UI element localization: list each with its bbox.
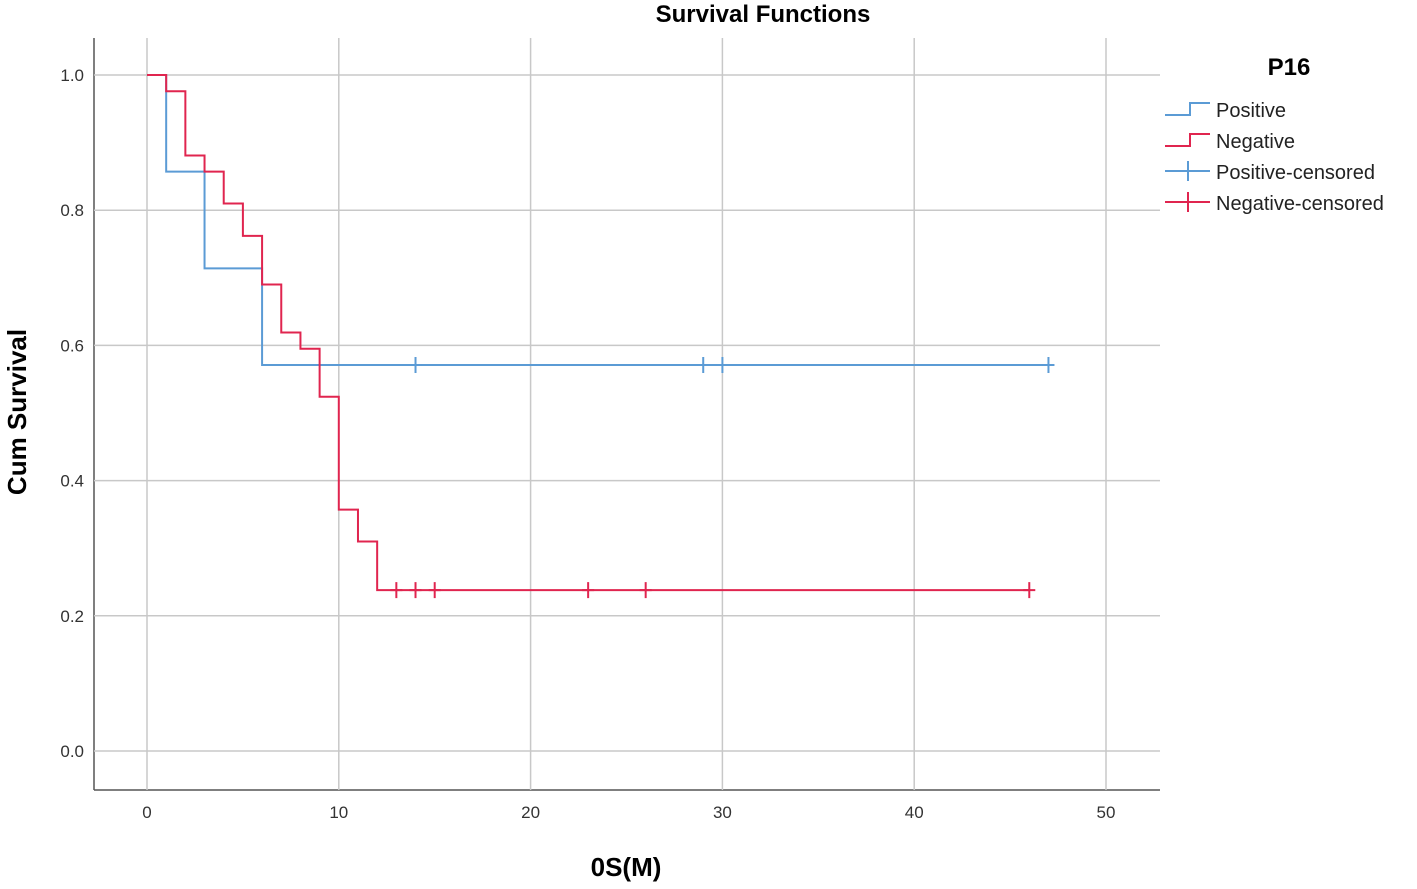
legend-title: P16 (1268, 54, 1311, 81)
legend-entry: Negative-censored (1165, 192, 1384, 215)
y-tick-label: 0.6 (60, 336, 84, 355)
x-tick-label: 50 (1097, 803, 1116, 822)
censor-mark-negative (639, 582, 652, 599)
censor-mark-negative (428, 582, 441, 599)
legend-label: Positive-censored (1216, 162, 1375, 184)
censor-mark-positive (716, 357, 729, 374)
series-line-negative (147, 74, 1030, 592)
legend: P16 Positive Negative Positive-censored Neg… (1165, 54, 1384, 215)
legend-label: Positive (1216, 100, 1286, 122)
legend-step-swatch (1165, 133, 1210, 147)
y-tick-label: 1.0 (60, 66, 84, 85)
series-lines (147, 74, 1049, 592)
censor-mark-positive (409, 357, 422, 374)
grid-lines (94, 38, 1160, 790)
x-tick-label: 30 (713, 803, 732, 822)
x-axis-ticks: 0 10 20 30 40 50 (142, 803, 1115, 822)
chart-title: Survival Functions (656, 1, 871, 28)
legend-step-swatch (1165, 102, 1210, 116)
censor-mark-negative (390, 582, 403, 599)
x-axis-label: 0S(M) (591, 852, 662, 882)
x-tick-label: 0 (142, 803, 151, 822)
censor-mark-positive (1042, 357, 1055, 374)
y-tick-label: 0.8 (60, 201, 84, 220)
x-tick-label: 40 (905, 803, 924, 822)
censor-mark-negative (409, 582, 422, 599)
censor-mark-negative (1023, 582, 1036, 599)
x-tick-label: 10 (329, 803, 348, 822)
x-tick-label: 20 (521, 803, 540, 822)
legend-label: Negative-censored (1216, 193, 1384, 215)
plot-area (93, 38, 1160, 791)
censor-mark-negative (582, 582, 595, 599)
y-tick-label: 0.4 (60, 472, 84, 491)
y-axis-label: Cum Survival (2, 329, 32, 495)
legend-entry: Negative (1165, 131, 1295, 153)
y-axis-ticks: 0.0 0.2 0.4 0.6 0.8 1.0 (60, 66, 84, 761)
censored-markers (390, 357, 1055, 599)
legend-entries: Positive Negative Positive-censored Negativ… (1165, 100, 1384, 215)
censor-mark-positive (697, 357, 710, 374)
y-tick-label: 0.2 (60, 607, 84, 626)
y-tick-label: 0.0 (60, 742, 84, 761)
legend-entry: Positive-censored (1165, 161, 1375, 184)
legend-entry: Positive (1165, 100, 1286, 122)
legend-label: Negative (1216, 131, 1295, 153)
